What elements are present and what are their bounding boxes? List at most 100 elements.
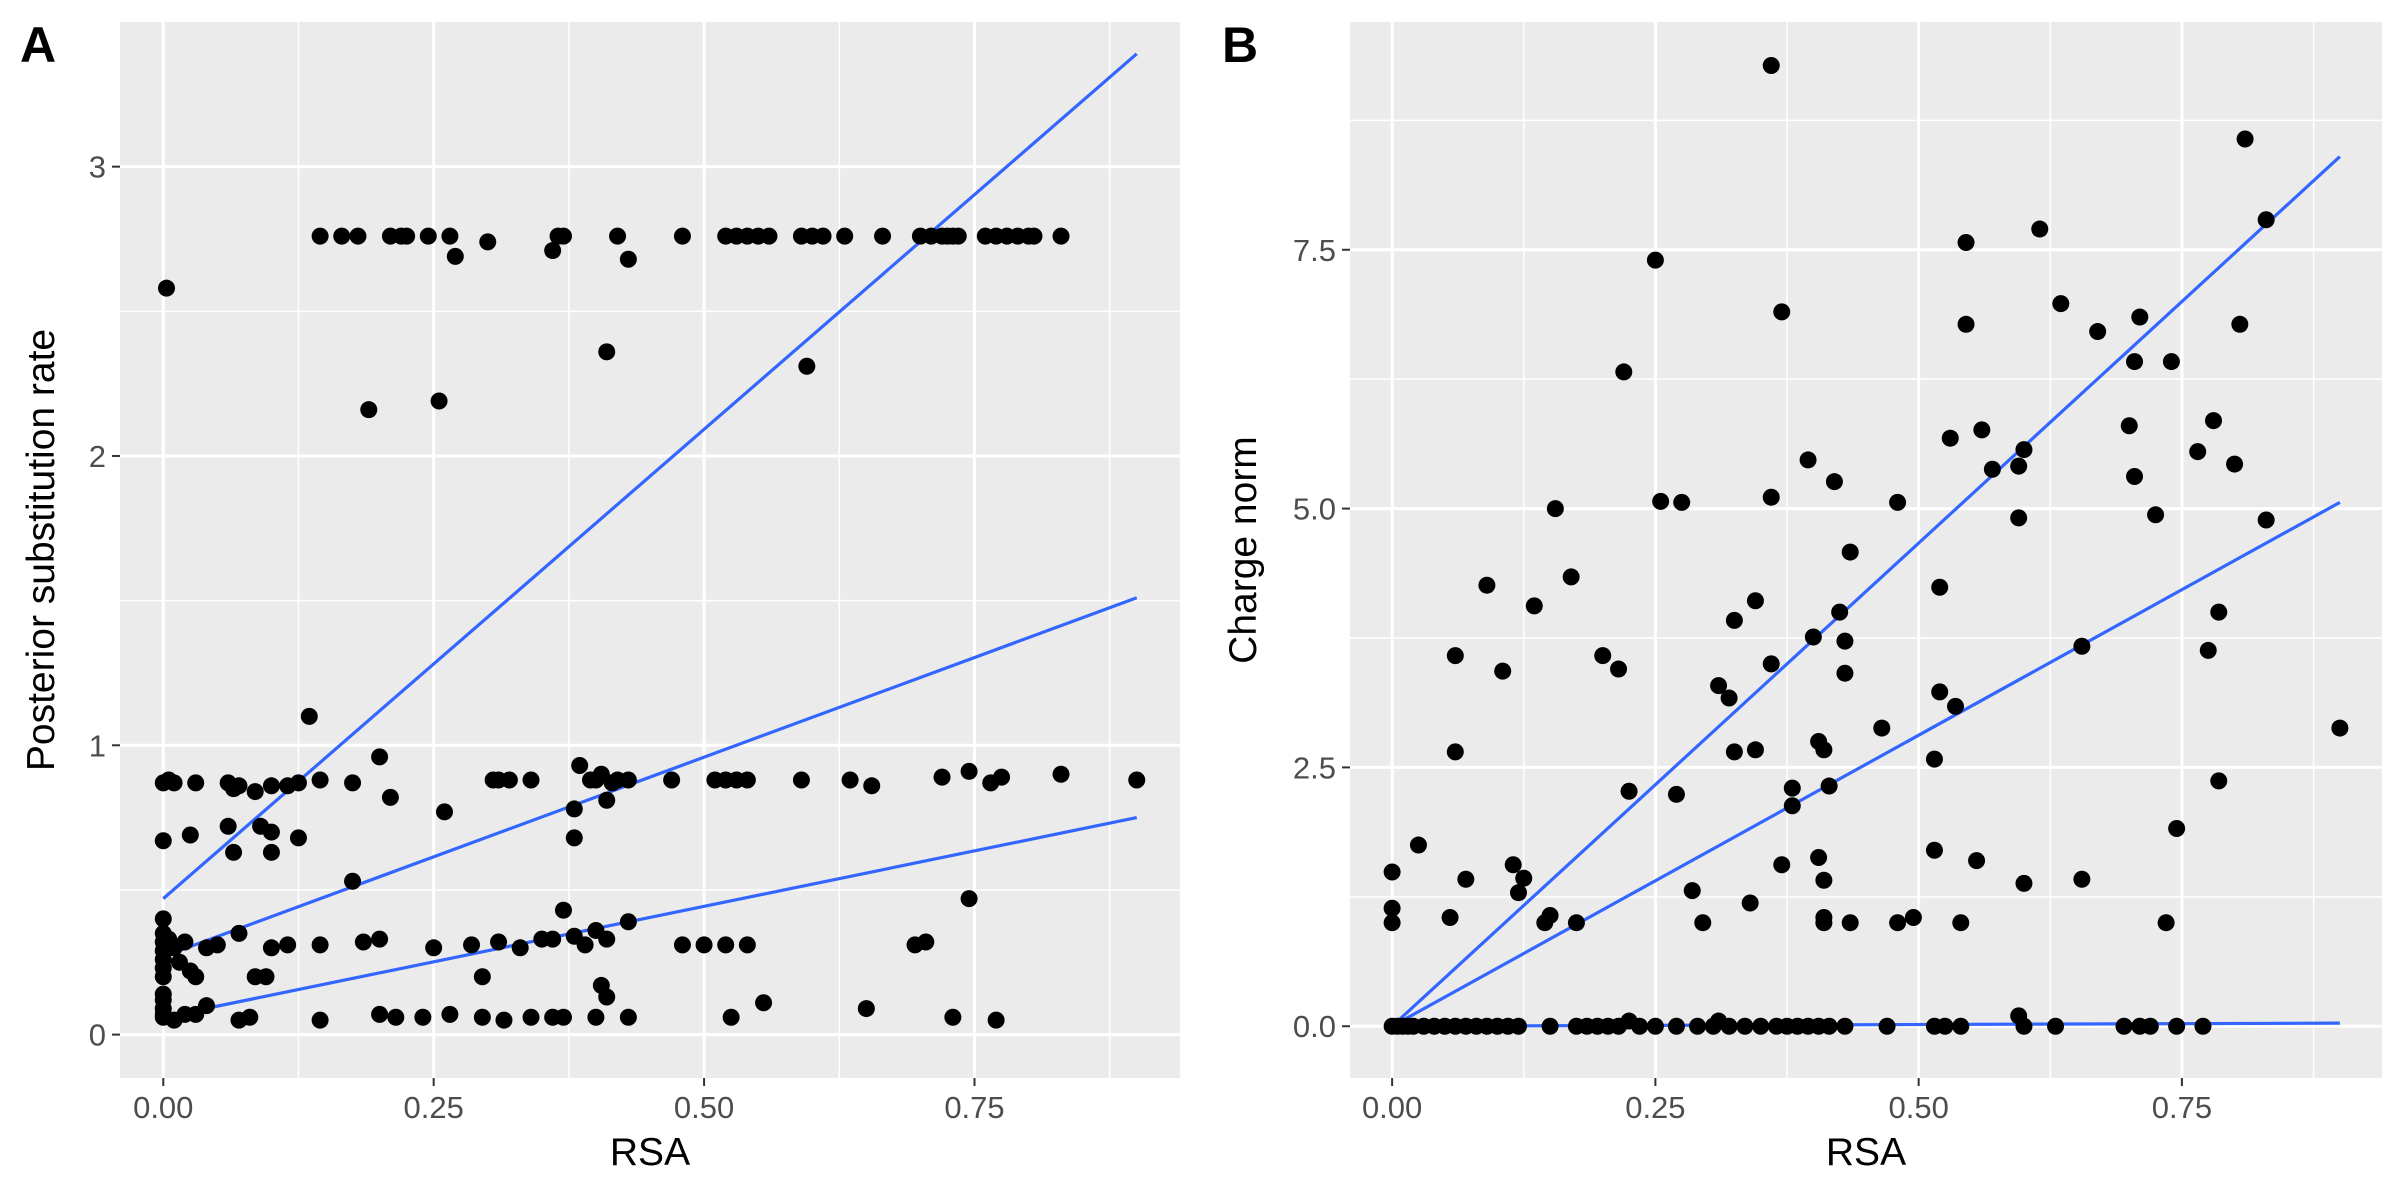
panel-b-data-point (1673, 493, 1691, 511)
panel-a-data-point (208, 936, 226, 954)
panel-a-y-tick-label: 0 (89, 1018, 106, 1053)
panel-a-data-point (371, 930, 389, 948)
panel-a-data-point (760, 227, 778, 245)
panel-a-data-point (241, 1008, 259, 1026)
panel-b-data-point (1836, 1017, 1854, 1035)
panel-b-data-point (1504, 856, 1522, 874)
panel-b-data-point (1762, 488, 1780, 506)
panel-a-data-point (522, 771, 540, 789)
panel-a-data-point (311, 227, 329, 245)
panel-a-data-point (158, 279, 176, 297)
panel-b-trend-line-2 (1391, 500, 2341, 1028)
panel-a-x-tick-label: 0.75 (944, 1090, 1004, 1125)
panel-b: B 0.00 0.25 0.50 0.75 0.0 2.5 5.0 7.5 RSA Char… (1222, 17, 2382, 1174)
panel-b-data-point (1973, 421, 1991, 439)
panel-a-data-point (544, 242, 562, 260)
panel-a-data-point (446, 247, 464, 265)
panel-b-data-point (2257, 511, 2275, 529)
panel-a-y-tick-label: 3 (89, 150, 106, 185)
panel-b-data-point (1383, 863, 1401, 881)
panel-a-data-point (1052, 765, 1070, 783)
panel-b-x-tick-label: 0.00 (1362, 1090, 1422, 1125)
panel-a-data-point (289, 774, 307, 792)
panel-a-data-point (798, 357, 816, 375)
panel-b-data-point (2157, 914, 2175, 932)
panel-a-data-point (565, 800, 583, 818)
panel-a-y-axis-title: Posterior substitution rate (20, 329, 63, 771)
panel-a-data-point (933, 768, 951, 786)
panel-a-data-point (371, 1005, 389, 1023)
panel-a-data-point (673, 227, 691, 245)
panel-b-data-point (1409, 836, 1427, 854)
panel-b-data-point (1541, 906, 1559, 924)
panel-b-data-point (2226, 455, 2244, 473)
panel-a-data-point (441, 227, 459, 245)
panel-a-points (154, 227, 1146, 1029)
panel-a-data-point (619, 771, 637, 789)
panel-a-data-point (246, 783, 264, 801)
panel-b-data-point (1815, 741, 1833, 759)
panel-a-data-point (300, 707, 318, 725)
panel-b-data-point (1631, 1017, 1649, 1035)
panel-b-data-point (1446, 743, 1464, 761)
panel-a-data-point (619, 1008, 637, 1026)
panel-b-data-point (1968, 852, 1986, 870)
panel-b-data-point (1446, 647, 1464, 665)
panel-a-data-point (792, 771, 810, 789)
panel-a-data-point (1025, 227, 1043, 245)
panel-a-x-ticks: 0.00 0.25 0.50 0.75 (133, 1078, 1005, 1125)
panel-a-trend-line-3 (162, 816, 1138, 1019)
panel-a-data-point (262, 939, 280, 957)
panel-a-data-point (473, 1008, 491, 1026)
panel-a-data-point (619, 913, 637, 931)
panel-a-data-point (814, 227, 832, 245)
panel-a-data-point (414, 1008, 432, 1026)
panel-a-y-tick-label: 2 (89, 439, 106, 474)
panel-b-data-point (1762, 655, 1780, 673)
panel-a-data-point (755, 994, 773, 1012)
panel-a-data-point (598, 791, 616, 809)
panel-b-data-point (1762, 56, 1780, 74)
panel-b-y-tick-label: 5.0 (1293, 492, 1336, 527)
panel-b-data-point (2015, 441, 2033, 459)
panel-b-data-point (2120, 417, 2138, 435)
panel-a-data-point (949, 227, 967, 245)
panel-b-label: B (1222, 17, 1258, 73)
panel-b-data-point (1525, 597, 1543, 615)
panel-a-data-point (695, 936, 713, 954)
panel-b-data-point (1652, 492, 1670, 510)
panel-b-grid (1350, 22, 2382, 1078)
panel-b-data-point (2189, 443, 2207, 461)
panel-b-data-point (1646, 251, 1664, 269)
panel-b-y-axis-title: Charge norm (1222, 436, 1265, 664)
panel-a-data-point (663, 771, 681, 789)
panel-a-data-point (230, 777, 248, 795)
panel-b-data-point (1925, 750, 1943, 768)
panel-a-data-point (571, 757, 589, 775)
panel-b-data-point (1615, 363, 1633, 381)
panel-b-x-tick-label: 0.75 (2152, 1090, 2212, 1125)
panel-b-data-point (1773, 856, 1791, 874)
panel-b-data-point (1683, 882, 1701, 900)
panel-a-data-point (360, 401, 378, 419)
panel-a-data-point (219, 817, 237, 835)
panel-b-data-point (1667, 785, 1685, 803)
panel-b-data-point (1509, 1017, 1527, 1035)
panel-b-data-point (1736, 1017, 1754, 1035)
panel-a-data-point (154, 910, 172, 928)
panel-b-data-point (1815, 871, 1833, 889)
panel-a-data-point (944, 1008, 962, 1026)
panel-a-data-point (857, 1000, 875, 1018)
panel-b-data-point (1941, 429, 1959, 447)
panel-b-data-point (1515, 869, 1533, 887)
panel-a-data-point (874, 227, 892, 245)
panel-a-data-point (262, 843, 280, 861)
panel-a-data-point (154, 968, 172, 986)
panel-b-data-point (2015, 1017, 2033, 1035)
panel-b-data-point (1741, 894, 1759, 912)
panel-b-data-point (1746, 741, 1764, 759)
panel-b-data-point (2131, 308, 2149, 326)
panel-b-data-point (2210, 772, 2228, 790)
panel-a-trend-line-1 (162, 52, 1138, 900)
